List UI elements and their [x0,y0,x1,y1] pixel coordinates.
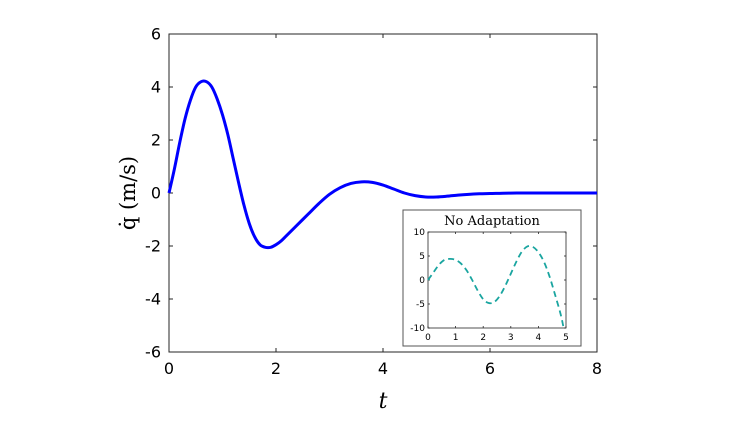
inset-y-tick-label: -5 [416,300,425,310]
main-series-line [167,79,597,250]
main-x-axis-label: t [379,389,388,414]
main-x-tick-label: 6 [485,359,495,378]
inset-series [427,245,565,327]
main-y-tick-label: 6 [151,25,161,44]
inset-series-line [427,245,565,327]
main-x-tick-label: 4 [378,359,388,378]
main-y-tick-label: -6 [145,343,161,362]
main-x-tick-label: 2 [271,359,281,378]
inset-x-ticks: 0 1 2 3 4 5 [425,232,569,343]
main-y-tick-label: 4 [151,78,161,97]
inset-title: No Adaptation [444,214,540,229]
inset-x-tick-label: 1 [453,333,459,343]
inset-y-tick-label: 10 [414,228,426,238]
main-y-tick-label: -4 [145,290,161,309]
inset-x-tick-label: 0 [425,333,431,343]
inset-x-tick-label: 2 [480,333,486,343]
inset-plot-area [427,231,567,329]
main-x-ticks: 0 2 4 6 8 [164,34,602,378]
main-x-tick-label: 8 [592,359,602,378]
main-y-tick-label: 0 [151,184,161,203]
main-y-tick-label: -2 [145,237,161,256]
inset-x-tick-label: 5 [563,333,569,343]
inset-chart: No Adaptation 0 1 2 3 4 5 10 5 0 -5 -10 [402,209,582,347]
main-y-tick-label: 2 [151,131,161,150]
inset-x-tick-label: 3 [508,333,514,343]
main-y-axis-label: q̇ (m/s) [116,156,140,230]
inset-x-tick-label: 4 [536,333,542,343]
inset-y-tick-label: -10 [410,324,425,334]
main-series [167,79,597,250]
inset-y-tick-label: 5 [419,252,425,262]
main-axes: 0 2 4 6 8 6 4 2 0 -2 -4 -6 t q̇ (m/s) [116,25,602,414]
inset-y-tick-label: 0 [419,276,425,286]
main-y-ticks: 6 4 2 0 -2 -4 -6 [145,25,597,362]
main-x-tick-label: 0 [164,359,174,378]
